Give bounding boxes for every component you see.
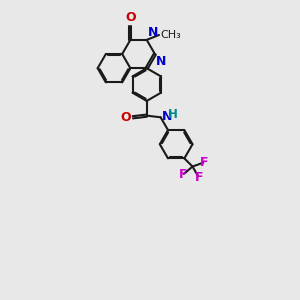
Text: F: F xyxy=(200,156,209,169)
Text: O: O xyxy=(120,111,131,124)
Text: F: F xyxy=(178,168,187,181)
Text: CH₃: CH₃ xyxy=(160,30,181,40)
Text: O: O xyxy=(125,11,136,24)
Text: N: N xyxy=(148,26,158,39)
Text: F: F xyxy=(195,171,203,184)
Text: N: N xyxy=(156,55,166,68)
Text: N: N xyxy=(162,110,172,123)
Text: H: H xyxy=(168,108,178,121)
